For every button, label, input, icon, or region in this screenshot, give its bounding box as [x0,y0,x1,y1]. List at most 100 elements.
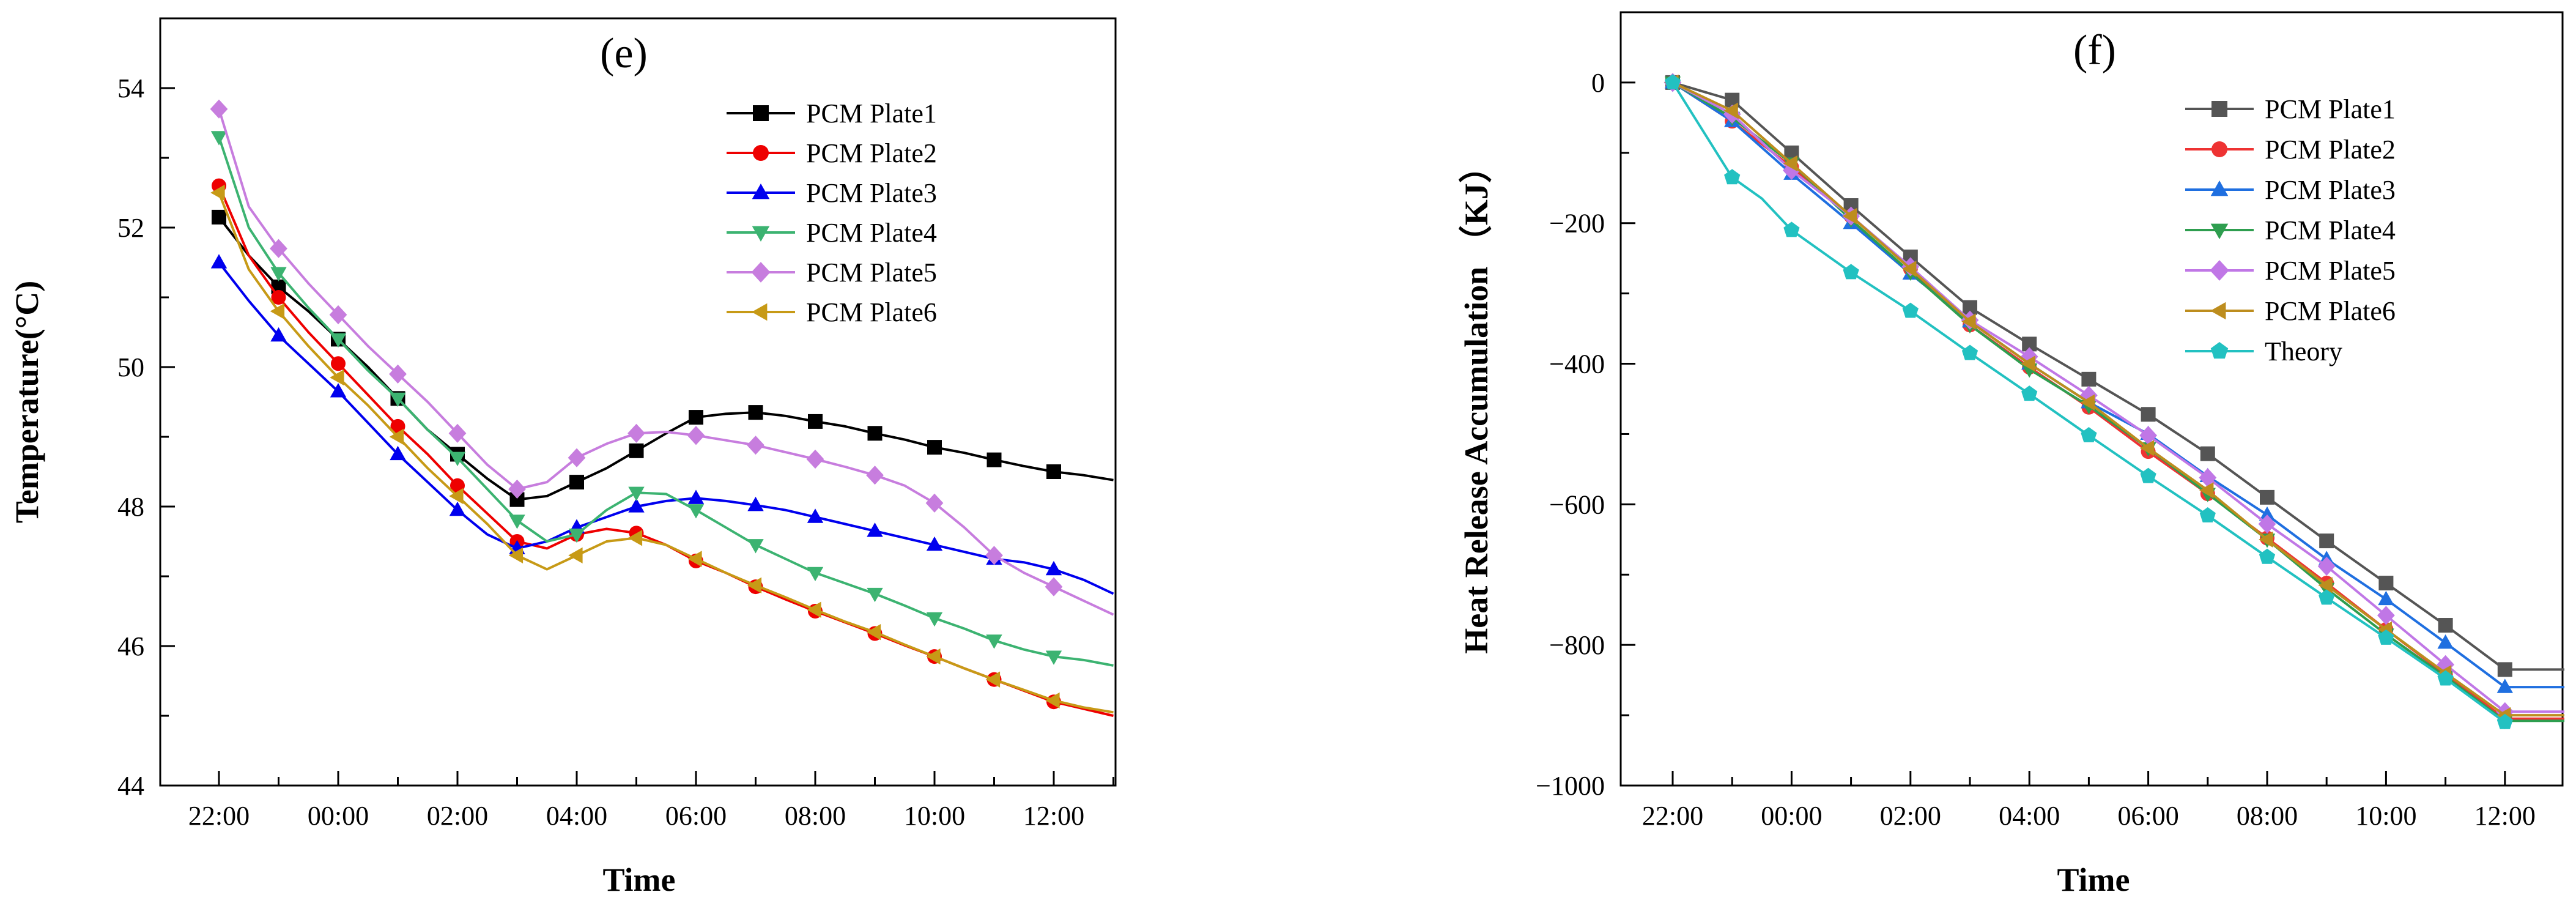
x-tick-label: 02:00 [427,801,488,831]
series-lines [210,99,1114,717]
data-point [687,489,705,504]
series-line [218,216,1114,501]
heat-release-chart-panel: (f) Time Heat Release Accumulation （KJ） … [1458,11,2564,898]
series-line [218,185,1114,717]
data-point [747,496,764,511]
data-point [2021,355,2035,372]
legend-marker [2210,302,2226,320]
data-point [807,601,821,618]
data-point [808,414,823,429]
data-point [867,522,883,537]
legend-marker [2210,223,2229,239]
legend-marker [752,226,770,242]
data-point [867,587,883,603]
data-point [2259,506,2276,521]
x-ticks: 22:00 00:00 02:00 04:00 06:00 08:00 10:00 12:00 [1642,771,2536,831]
data-point [687,426,705,445]
data-point [687,504,705,519]
legend-marker [2210,260,2229,281]
data-point [210,99,228,119]
data-point [627,530,643,546]
data-point [449,488,464,505]
data-point [270,239,287,258]
y-ticks: 0 −200 −400 −600 −800 −1000 [1536,68,1635,801]
data-point [210,254,228,269]
legend-label: Theory [2265,336,2342,366]
data-point [2437,670,2454,686]
legend-label: PCM Plate6 [2265,296,2396,326]
data-point [2081,371,2097,387]
legend-label: PCM Plate3 [2265,175,2396,205]
data-point [271,290,286,305]
data-point [986,634,1002,649]
data-point [2259,531,2273,548]
legend-marker [2211,101,2227,117]
panel-label: (e) [600,30,648,77]
x-tick-label: 22:00 [1642,801,1703,831]
data-point [1724,169,1741,185]
data-point [2258,514,2276,534]
data-point [807,567,824,582]
data-point [568,529,585,543]
data-point [1045,692,1060,709]
legend-label: PCM Plate5 [2265,256,2396,286]
data-point [2259,548,2276,564]
x-tick-label: 10:00 [904,801,965,831]
series-line [1672,81,2564,713]
data-point [270,327,287,342]
data-point [270,303,285,319]
data-point [2377,606,2395,625]
data-point [2199,507,2216,522]
data-point [985,671,1001,688]
legend-marker [751,262,771,283]
x-tick-label: 08:00 [785,801,846,831]
data-point [2200,446,2215,461]
legend: PCM Plate1 PCM Plate2 PCM Plate3 PCM Plate4… [727,98,937,327]
data-point [927,440,942,455]
data-point [866,466,884,485]
legend-marker [2211,141,2227,157]
data-point [2438,618,2453,633]
data-point [925,493,944,513]
data-point [389,364,407,384]
legend-label: PCM Plate1 [806,98,937,128]
legend-marker [752,184,770,199]
data-point [2080,385,2098,405]
panel-label: (f) [2073,27,2116,74]
data-point [330,333,347,348]
data-point [2317,556,2336,576]
data-point [330,369,344,386]
data-point [986,452,1002,467]
x-tick-label: 04:00 [1999,801,2060,831]
x-tick-label: 00:00 [308,801,369,831]
data-point [449,452,466,466]
y-tick-label: 0 [1591,68,1605,98]
data-point [2081,426,2097,442]
data-point [807,508,824,523]
data-point [2496,678,2513,693]
legend-marker [753,145,769,161]
x-tick-label: 12:00 [1023,801,1084,831]
data-point [331,356,346,371]
series-line [1671,81,2506,724]
data-point [2199,482,2214,499]
plot-frame [159,17,1117,787]
data-point [330,383,347,398]
data-point [866,624,881,641]
data-point [1843,264,1859,280]
legend-label: PCM Plate2 [2265,135,2396,165]
data-point [1045,560,1062,576]
y-axis-title: Temperature(°C) [9,281,45,524]
legend-marker [2210,342,2229,359]
data-point [926,612,943,627]
data-point [1045,577,1063,596]
data-point [212,209,226,225]
legend-label: PCM Plate3 [806,178,937,208]
data-point [747,539,764,554]
series-line [218,192,1114,714]
data-point [2319,589,2335,605]
x-axis-title: Time [2057,861,2130,898]
data-point [2378,576,2394,591]
legend-label: PCM Plate6 [806,297,937,327]
x-tick-label: 12:00 [2474,801,2536,831]
